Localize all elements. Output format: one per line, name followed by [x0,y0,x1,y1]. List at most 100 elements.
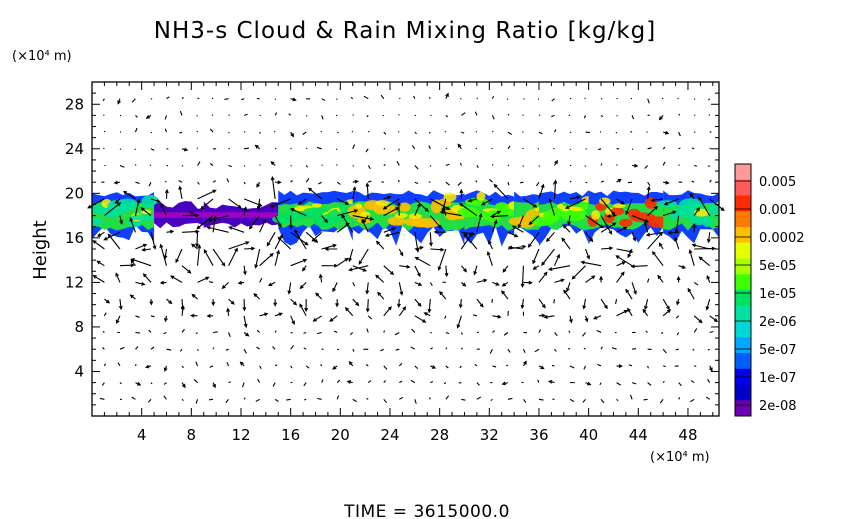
wind-arrow-head [200,205,205,210]
wind-arrow [208,215,229,222]
wind-arrow [383,306,392,317]
wind-arrow [318,181,322,185]
colorbar-swatch [735,227,751,244]
wind-arrow-head [245,332,250,337]
wind-arrow [119,299,122,309]
wind-arrow [522,147,524,150]
wind-arrow [341,214,354,233]
wind-arrow [440,211,462,217]
wind-arrow-head [164,188,169,194]
wind-arrow-head [256,183,260,188]
wind-arrow-head [520,283,525,288]
wind-arrow [243,265,246,275]
wind-arrow [414,265,421,277]
wind-arrow-head [245,241,250,245]
wind-arrow [678,397,681,400]
wind-arrow-head [243,323,248,329]
wind-arrow-head [221,262,226,267]
y-tick-label: 20 [65,184,84,202]
wind-arrow [475,147,478,150]
wind-arrow-head [294,229,298,234]
wind-arrow [647,232,663,250]
wind-arrow [709,147,711,150]
wind-arrow [551,114,555,118]
wind-arrow [693,281,699,286]
wind-arrow [662,348,667,354]
wind-arrow [97,231,105,237]
wind-arrow-head [643,220,648,226]
wind-arrow [616,164,618,166]
wind-arrow [317,331,322,335]
wind-arrow [597,363,602,367]
wind-arrow [553,180,557,199]
colorbar-label: 0.005 [759,175,796,190]
wind-arrow [259,131,261,134]
wind-arrow [300,282,307,289]
wind-arrow-head [433,230,438,234]
wind-arrow [383,131,387,135]
wind-arrow-head [242,307,247,312]
wind-arrow-head [620,271,625,276]
wind-arrow [645,330,648,333]
wind-arrow [459,162,462,166]
wind-arrow [569,365,575,369]
wind-arrow-head [304,307,309,313]
wind-arrow [630,394,633,400]
wind-arrow [537,379,540,383]
wind-arrow [243,113,248,116]
wind-arrow [398,282,403,295]
wind-arrow [274,398,279,402]
wind-arrow [181,365,184,369]
wind-arrow-head [674,236,678,242]
wind-arrow [538,165,540,167]
wind-arrow [148,181,152,187]
wind-arrow [627,248,633,258]
wind-arrow [399,396,404,400]
wind-arrow [600,163,603,166]
x-tick-label: 40 [579,426,598,444]
wind-arrow-head [582,305,587,310]
wind-arrow-head [175,258,179,264]
wind-arrow [274,330,277,333]
wind-arrow [395,348,400,351]
wind-arrow [196,232,199,247]
wind-arrow [551,98,555,102]
wind-arrow [664,198,679,206]
wind-arrow [196,215,214,229]
wind-arrow [319,274,323,283]
wind-arrow-head [632,237,637,242]
wind-arrow [532,248,540,264]
wind-arrow [647,206,658,217]
wind-arrow-head [262,218,266,224]
wind-arrow [707,348,710,351]
wind-arrow [135,346,139,350]
wind-arrow [430,248,444,251]
wind-arrow [473,265,478,275]
wind-arrow-head [289,208,295,212]
wind-arrow [135,331,141,334]
wind-arrow [657,275,664,283]
colorbar-label: 5e-07 [759,343,797,358]
wind-arrow [367,315,373,320]
wind-arrow [150,232,156,249]
wind-arrow-head [375,274,380,279]
wind-arrow [460,265,467,272]
colorbar-frame [734,163,752,417]
wind-arrow [615,298,618,304]
y-tick-label: 16 [65,229,84,247]
wind-arrow [692,244,710,250]
wind-arrow-head [130,263,135,268]
wind-arrow-head [180,306,185,311]
wind-arrow [383,365,388,370]
wind-arrow [554,279,564,283]
wind-arrow-head [642,308,647,313]
wind-arrow [459,365,462,369]
wind-arrow [414,246,423,250]
wind-arrow [321,164,323,166]
wind-arrow [643,398,648,401]
x-tick-label: 44 [629,426,648,444]
wind-arrow [243,165,246,167]
wind-arrow [461,112,466,116]
wind-arrow [709,330,714,334]
wind-arrow-head [612,222,617,227]
